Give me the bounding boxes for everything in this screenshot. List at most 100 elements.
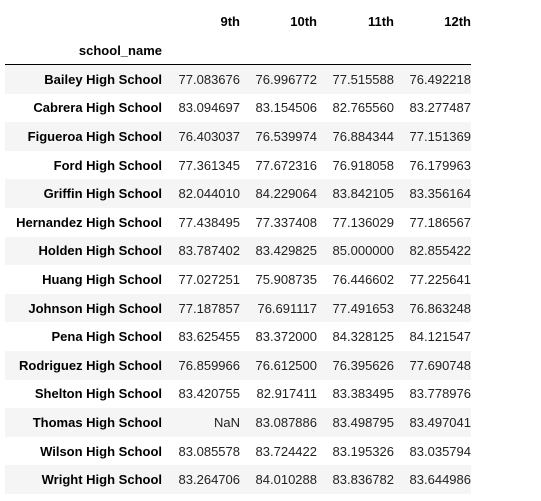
table-cell-12th: 76.492218 xyxy=(409,71,471,87)
table-row: Shelton High School 83.420755 82.917411 83.… xyxy=(5,379,471,409)
table-cell-12th: 83.035794 xyxy=(409,443,471,459)
table-row: Huang High School 77.027251 75.908735 76.44… xyxy=(5,265,471,294)
table-row: Thomas High School NaN 83.087886 83.498795 8… xyxy=(5,408,471,437)
row-index-label: Wilson High School xyxy=(40,443,162,459)
table-cell-9th: 77.361345 xyxy=(178,157,240,173)
row-index-label: Holden High School xyxy=(38,243,163,259)
table-cell-10th: 84.229064 xyxy=(255,186,317,202)
table-row: Johnson High School 77.187857 76.691117 77.… xyxy=(5,293,471,323)
table-cell-10th: 83.087886 xyxy=(255,414,317,430)
table-cell-10th: 84.010288 xyxy=(255,472,317,488)
table-cell-11th: 83.842105 xyxy=(332,186,394,202)
table-row: Figueroa High School 76.403037 76.539974 76… xyxy=(5,122,471,151)
index-name-blank xyxy=(162,36,240,65)
table-cell-11th: 83.383495 xyxy=(332,386,394,402)
table-cell-9th: 83.094697 xyxy=(178,100,240,116)
index-name-blank xyxy=(394,36,471,65)
table-cell-12th: 83.277487 xyxy=(409,100,471,116)
table-cell-11th: 82.765560 xyxy=(332,100,394,116)
column-header-9th: 9th xyxy=(220,13,241,29)
table-cell-12th: 77.690748 xyxy=(409,357,471,373)
table-cell-11th: 77.136029 xyxy=(332,214,394,230)
row-index-label: Cabrera High School xyxy=(33,100,162,116)
table-cell-12th: 77.225641 xyxy=(409,271,471,287)
table-cell-11th: 76.884344 xyxy=(332,128,394,144)
row-index-label: Huang High School xyxy=(42,271,162,287)
table-cell-10th: 75.908735 xyxy=(255,271,317,287)
table-cell-12th: 77.151369 xyxy=(409,128,471,144)
row-index-label: Figueroa High School xyxy=(27,128,162,144)
table-cell-10th: 83.154506 xyxy=(255,100,317,116)
table-row: Griffin High School 82.044010 84.229064 83.… xyxy=(5,179,471,208)
table-cell-10th: 83.429825 xyxy=(255,243,317,259)
index-name-row: school_name xyxy=(5,36,471,65)
table-row: Pena High School 83.625455 83.372000 84.328… xyxy=(5,322,471,351)
table-row: Bailey High School 77.083676 76.996772 77.5… xyxy=(5,64,471,94)
table-cell-9th: 83.085578 xyxy=(178,443,240,459)
table-cell-10th: 77.672316 xyxy=(255,157,317,173)
table-cell-9th: 82.044010 xyxy=(178,186,240,202)
table-cell-10th: 83.724422 xyxy=(255,443,317,459)
table-cell-12th: 76.863248 xyxy=(409,300,471,316)
table-cell-12th: 83.778976 xyxy=(409,386,471,402)
table-cell-11th: 85.000000 xyxy=(332,243,394,259)
row-index-label: Johnson High School xyxy=(28,300,162,316)
table-cell-9th: 83.420755 xyxy=(178,386,240,402)
table-cell-10th: 77.337408 xyxy=(255,214,317,230)
index-name-blank xyxy=(317,36,394,65)
table-cell-9th: 76.403037 xyxy=(178,128,240,144)
table-cell-11th: 77.515588 xyxy=(332,71,394,87)
table-row: Cabrera High School 83.094697 83.154506 82.… xyxy=(5,93,471,123)
table-cell-11th: 76.446602 xyxy=(332,271,394,287)
header-spacer xyxy=(5,6,162,36)
row-index-label: Thomas High School xyxy=(32,414,162,430)
table-row: Wright High School 83.264706 84.010288 83.8… xyxy=(5,465,471,494)
table-cell-9th: NaN xyxy=(213,414,240,430)
table-cell-9th: 76.859966 xyxy=(178,357,240,373)
table-cell-11th: 76.395626 xyxy=(332,357,394,373)
table-cell-11th: 84.328125 xyxy=(332,329,394,345)
table-cell-12th: 84.121547 xyxy=(409,329,471,345)
row-index-label: Hernandez High School xyxy=(16,214,162,230)
row-index-label: Bailey High School xyxy=(44,71,162,87)
table-cell-12th: 82.855422 xyxy=(409,243,471,259)
table-cell-9th: 77.083676 xyxy=(178,71,240,87)
table-cell-10th: 76.691117 xyxy=(257,300,317,316)
index-name-label: school_name xyxy=(78,42,162,58)
table-cell-10th: 82.917411 xyxy=(256,386,318,402)
dataframe-output: 9th 10th 11th 12th school_name Bailey Hi… xyxy=(5,6,471,494)
table-row: Holden High School 83.787402 83.429825 85.0… xyxy=(5,236,471,266)
row-index-label: Wright High School xyxy=(41,472,162,488)
table-cell-9th: 77.027251 xyxy=(178,271,240,287)
table-row: Wilson High School 83.085578 83.724422 83.1… xyxy=(5,436,471,466)
table-cell-11th: 77.491653 xyxy=(332,300,394,316)
table-cell-9th: 77.187857 xyxy=(178,300,240,316)
table-cell-9th: 83.625455 xyxy=(178,329,240,345)
dataframe-table: 9th 10th 11th 12th school_name Bailey Hi… xyxy=(5,6,471,494)
table-body: Bailey High School 77.083676 76.996772 77.5… xyxy=(5,64,471,494)
table-cell-12th: 83.497041 xyxy=(409,414,471,430)
table-cell-10th: 76.996772 xyxy=(255,71,317,87)
table-cell-9th: 83.264706 xyxy=(178,472,240,488)
column-header-12th: 12th xyxy=(444,13,471,29)
table-row: Ford High School 77.361345 77.672316 76.918… xyxy=(5,150,471,180)
index-name-blank xyxy=(240,36,317,65)
table-cell-11th: 83.195326 xyxy=(332,443,394,459)
row-index-label: Ford High School xyxy=(53,157,162,173)
table-cell-12th: 83.356164 xyxy=(409,186,471,202)
table-cell-11th: 76.918058 xyxy=(332,157,394,173)
table-cell-10th: 76.539974 xyxy=(255,128,317,144)
table-cell-11th: 83.836782 xyxy=(332,472,394,488)
table-row: Rodriguez High School 76.859966 76.612500 7… xyxy=(5,350,471,380)
table-cell-10th: 83.372000 xyxy=(255,329,317,345)
table-cell-9th: 83.787402 xyxy=(178,243,240,259)
row-index-label: Shelton High School xyxy=(34,386,162,402)
table-cell-12th: 77.186567 xyxy=(409,214,471,230)
table-cell-11th: 83.498795 xyxy=(332,414,394,430)
column-header-10th: 10th xyxy=(290,13,317,29)
row-index-label: Rodriguez High School xyxy=(19,357,162,373)
column-header-11th: 11th xyxy=(367,13,394,29)
table-cell-9th: 77.438495 xyxy=(178,214,240,230)
table-cell-12th: 76.179963 xyxy=(409,157,471,173)
table-row: Hernandez High School 77.438495 77.337408 7… xyxy=(5,207,471,237)
